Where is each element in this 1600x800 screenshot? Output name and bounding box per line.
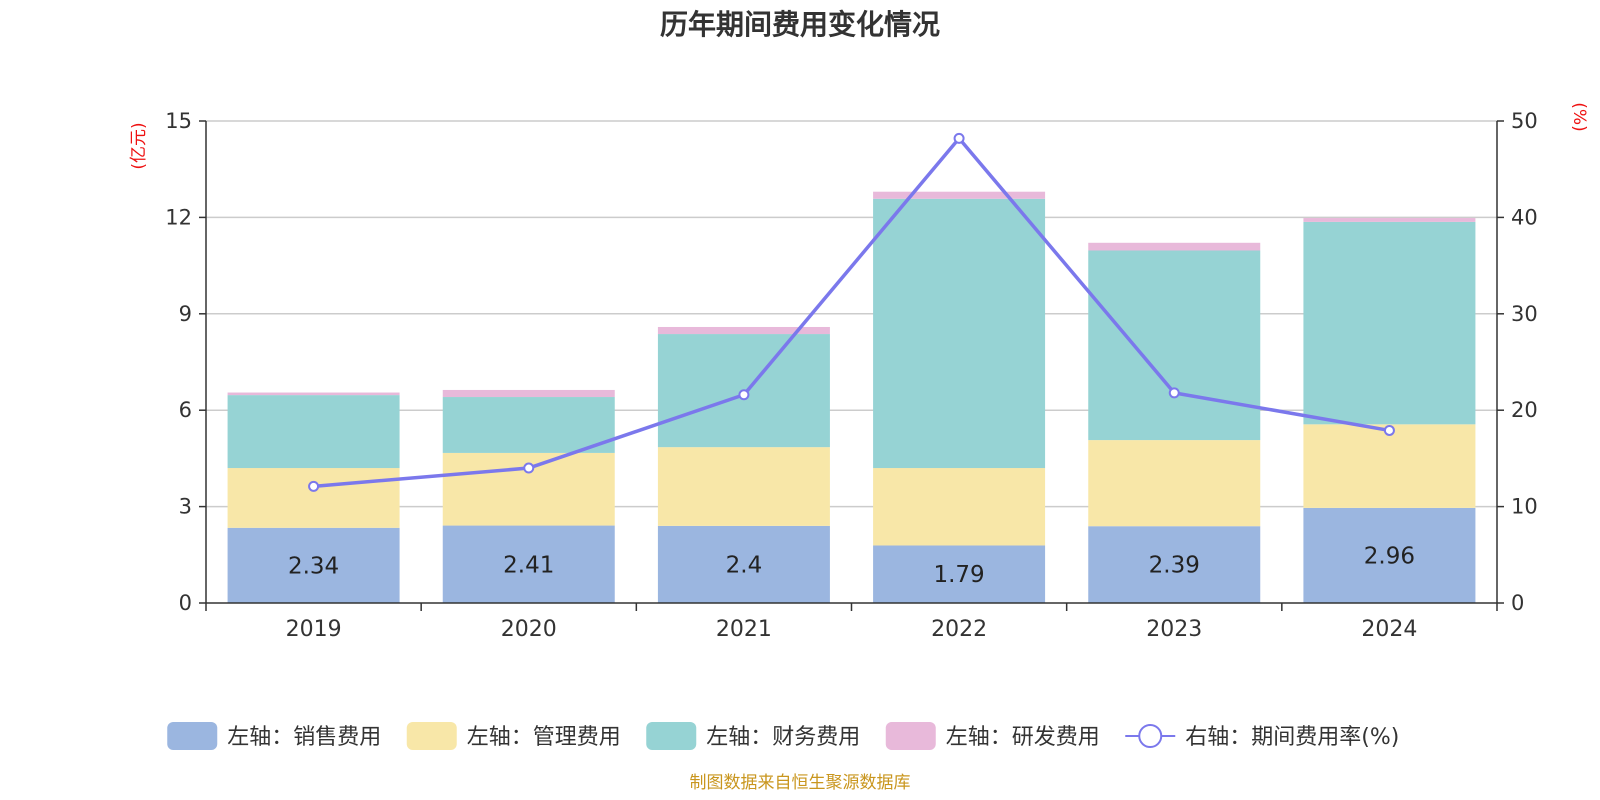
rate-point-2020 bbox=[523, 462, 535, 474]
rate-point-2023 bbox=[1168, 387, 1180, 399]
legend-label-4: 左轴：研发费用 bbox=[946, 725, 1100, 750]
legend-swatch-3 bbox=[646, 722, 697, 750]
right-tick-label: 0 bbox=[1511, 591, 1524, 615]
bar-2020-series-3 bbox=[442, 397, 615, 453]
right-tick-label: 40 bbox=[1511, 205, 1538, 229]
axes: 0 3 6 9 12 15 0 10 20 30 40 50 2019 2020 2021 2022 2023 2… bbox=[165, 109, 1537, 642]
bar-2022-series-3 bbox=[873, 198, 1046, 469]
source-note: 制图数据来自恒生聚源数据库 bbox=[690, 773, 911, 793]
x-tick-label: 2020 bbox=[501, 617, 557, 642]
bar-2024-series-4 bbox=[1303, 218, 1476, 222]
rate-point-2024 bbox=[1383, 424, 1395, 436]
bar-2020-series-1 bbox=[442, 525, 615, 603]
rate-line bbox=[313, 136, 1390, 489]
bar-data-labels: 2.34 2.41 2.4 1.79 2.39 2.96 bbox=[288, 543, 1415, 588]
rate-point-2021 bbox=[738, 389, 750, 401]
bar-2022-series-4 bbox=[873, 191, 1046, 199]
bar-2023-series-3 bbox=[1088, 250, 1261, 441]
right-axis-unit: (%) bbox=[1569, 102, 1589, 131]
right-tick-label: 20 bbox=[1511, 398, 1538, 422]
rate-point-2019 bbox=[308, 480, 320, 492]
bar-2023-series-4 bbox=[1088, 242, 1261, 251]
legend-swatch-1 bbox=[167, 722, 218, 750]
bar-2019-series-4 bbox=[227, 392, 400, 396]
bar-2023-series-2 bbox=[1088, 440, 1261, 527]
legend-label-1: 左轴：销售费用 bbox=[227, 725, 381, 750]
left-tick-label: 15 bbox=[165, 109, 192, 133]
left-tick-label: 12 bbox=[165, 205, 192, 229]
bar-2023-series-1 bbox=[1088, 526, 1261, 603]
bar-2022-series-1 bbox=[873, 545, 1046, 603]
bar-2021-series-2 bbox=[657, 447, 830, 526]
right-tick-label: 30 bbox=[1511, 302, 1538, 326]
bar-2019-series-1 bbox=[227, 527, 400, 603]
x-tick-label: 2023 bbox=[1146, 617, 1202, 642]
legend-line-marker bbox=[1138, 724, 1163, 748]
bar-label-2019: 2.34 bbox=[288, 553, 339, 579]
x-tick-label: 2021 bbox=[716, 617, 772, 642]
legend-label-2: 左轴：管理费用 bbox=[467, 725, 621, 750]
bar-label-2022: 1.79 bbox=[933, 562, 984, 588]
bar-label-2021: 2.4 bbox=[726, 552, 763, 578]
legend-swatch-4 bbox=[885, 722, 936, 750]
legend-label-3: 左轴：财务费用 bbox=[706, 725, 860, 750]
right-tick-label: 10 bbox=[1511, 495, 1538, 519]
right-tick-label: 50 bbox=[1511, 109, 1538, 133]
left-tick-label: 9 bbox=[179, 302, 192, 326]
bar-2020-series-4 bbox=[442, 389, 615, 398]
bar-2019-series-3 bbox=[227, 395, 400, 469]
bar-2022-series-2 bbox=[873, 468, 1046, 546]
bar-label-2024: 2.96 bbox=[1364, 543, 1415, 569]
bar-2024-series-3 bbox=[1303, 221, 1476, 425]
grid-lines bbox=[206, 120, 1497, 508]
chart-title: 历年期间费用变化情况 bbox=[660, 8, 940, 41]
bar-2024-series-2 bbox=[1303, 424, 1476, 508]
left-tick-label: 6 bbox=[179, 398, 192, 422]
x-tick-label: 2019 bbox=[286, 617, 342, 642]
left-tick-label: 0 bbox=[179, 591, 192, 615]
legend-swatch-2 bbox=[406, 722, 457, 750]
legend: 左轴：销售费用 左轴：管理费用 左轴：财务费用 左轴：研发费用 右轴：期间费用率(%) bbox=[167, 722, 1399, 750]
rate-line-series bbox=[308, 132, 1395, 492]
bar-2024-series-1 bbox=[1303, 507, 1476, 603]
x-tick-label: 2022 bbox=[931, 617, 987, 642]
x-tick-label: 2024 bbox=[1361, 617, 1417, 642]
left-tick-label: 3 bbox=[179, 495, 192, 519]
bar-2021-series-1 bbox=[657, 525, 830, 603]
left-axis-unit: (亿元) bbox=[129, 122, 149, 169]
bar-series bbox=[227, 191, 1476, 603]
bar-2021-series-4 bbox=[657, 326, 830, 335]
bar-label-2020: 2.41 bbox=[503, 552, 554, 578]
bar-label-2023: 2.39 bbox=[1149, 553, 1200, 579]
rate-point-2022 bbox=[953, 132, 965, 144]
bar-2019-series-2 bbox=[227, 468, 400, 528]
legend-label-5: 右轴：期间费用率(%) bbox=[1185, 725, 1399, 750]
